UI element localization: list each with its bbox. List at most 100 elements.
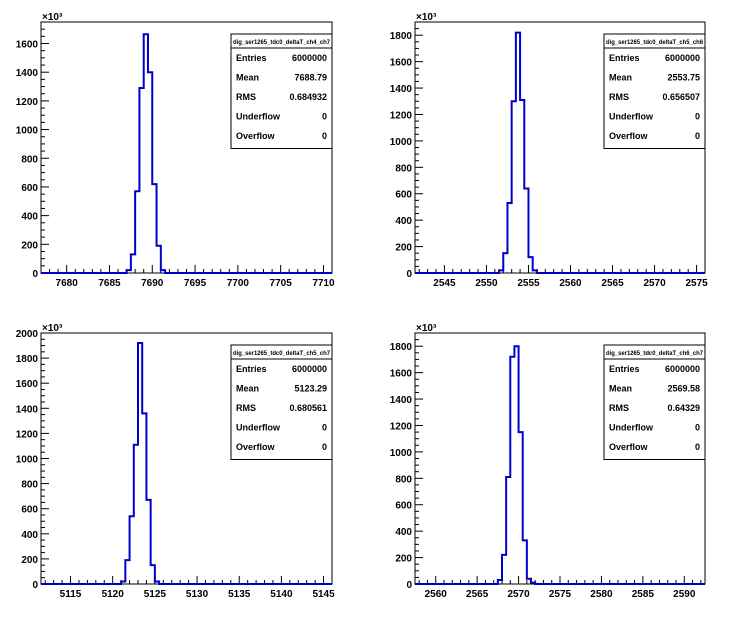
stats-value: 0 bbox=[695, 131, 700, 141]
stats-value: 2569.58 bbox=[667, 384, 700, 394]
y-tick-label: 1200 bbox=[16, 97, 39, 108]
stats-label: Underflow bbox=[609, 112, 654, 122]
histogram-title: dig_ser1265_tdc0_deltaT_ch4_ch7 bbox=[233, 40, 331, 46]
histogram-bin-9 bbox=[533, 270, 537, 273]
y-tick-label: 1600 bbox=[390, 58, 413, 69]
histogram-bin-2 bbox=[503, 253, 507, 273]
stats-label: Overflow bbox=[236, 442, 276, 452]
stats-value: 7688.79 bbox=[294, 73, 327, 83]
histogram-bin-5 bbox=[144, 34, 148, 273]
histogram-bin-4 bbox=[134, 445, 138, 584]
histogram-bin-3 bbox=[130, 516, 134, 584]
stats-label: RMS bbox=[609, 403, 629, 413]
stats-box-frame bbox=[603, 344, 706, 460]
histogram-panel-2: 0 200 400 600 800 1000 1200 1400 1600 1800 2545 255… bbox=[390, 12, 708, 289]
histogram-bin-7 bbox=[146, 500, 150, 584]
y-tick-label: 2000 bbox=[16, 329, 39, 340]
stats-label: Mean bbox=[236, 384, 259, 394]
y-tick-label: 600 bbox=[21, 183, 38, 194]
histogram-bin-3 bbox=[507, 203, 511, 273]
histogram-bin-7 bbox=[524, 188, 528, 273]
stats-box-frame bbox=[230, 344, 333, 460]
stats-value: 0.684932 bbox=[289, 92, 327, 102]
x-tick-label: 2575 bbox=[549, 589, 572, 600]
x-tick-label: 2585 bbox=[632, 589, 655, 600]
stats-label: Overflow bbox=[609, 131, 649, 141]
histogram-bin-4 bbox=[510, 357, 514, 584]
y-tick-label: 1000 bbox=[16, 455, 39, 466]
y-tick-label: 400 bbox=[21, 530, 38, 541]
y-tick-label: 400 bbox=[395, 216, 412, 227]
histogram-bin-3 bbox=[135, 191, 139, 273]
stats-label: Underflow bbox=[236, 112, 281, 122]
stats-box: dig_ser1265_tdc0_deltaT_ch5_ch7 Entries 60… bbox=[230, 344, 333, 460]
y-tick-label: 1200 bbox=[390, 421, 413, 432]
y-tick-label: 1800 bbox=[390, 342, 413, 353]
stats-value: 0.680561 bbox=[289, 403, 327, 413]
histogram-bin-7 bbox=[152, 184, 156, 273]
histogram-bin-6 bbox=[519, 432, 523, 584]
stats-value: 0.64329 bbox=[667, 403, 700, 413]
histogram-bin-5 bbox=[514, 346, 518, 584]
x-tick-label: 7705 bbox=[270, 278, 293, 289]
y-exponent-label: ×10³ bbox=[42, 323, 63, 334]
x-tick-label: 5140 bbox=[270, 589, 293, 600]
x-tick-label: 2575 bbox=[685, 278, 708, 289]
y-tick-label: 1400 bbox=[390, 84, 413, 95]
x-tick-label: 5145 bbox=[312, 589, 335, 600]
histogram-bin-6 bbox=[520, 100, 524, 273]
stats-box: dig_ser1265_tdc0_deltaT_ch5_ch6 Entries 60… bbox=[603, 33, 706, 149]
y-tick-label: 600 bbox=[21, 505, 38, 516]
y-tick-label: 200 bbox=[395, 554, 412, 565]
y-tick-label: 1000 bbox=[390, 448, 413, 459]
stats-value: 0.656507 bbox=[662, 92, 700, 102]
y-tick-label: 1400 bbox=[16, 404, 39, 415]
x-tick-label: 2590 bbox=[673, 589, 696, 600]
y-tick-label: 1800 bbox=[390, 31, 413, 42]
histogram-bin-1 bbox=[498, 580, 502, 584]
stats-label: Overflow bbox=[609, 442, 649, 452]
histogram-line bbox=[415, 31, 705, 274]
stats-value: 2553.75 bbox=[667, 73, 700, 83]
y-tick-label: 800 bbox=[21, 154, 38, 165]
stats-label: RMS bbox=[236, 403, 256, 413]
y-tick-label: 1000 bbox=[16, 126, 39, 137]
x-tick-label: 2560 bbox=[425, 589, 448, 600]
y-exponent-label: ×10³ bbox=[42, 12, 63, 23]
y-tick-label: 1200 bbox=[16, 429, 39, 440]
y-exponent-label: ×10³ bbox=[416, 12, 437, 23]
y-tick-label: 200 bbox=[395, 243, 412, 254]
y-tick-label: 1400 bbox=[16, 68, 39, 79]
y-tick-label: 200 bbox=[21, 240, 38, 251]
x-tick-label: 2560 bbox=[559, 278, 582, 289]
y-tick-label: 0 bbox=[32, 580, 38, 591]
histogram-bin-9 bbox=[531, 583, 535, 584]
y-tick-label: 800 bbox=[21, 480, 38, 491]
y-tick-label: 600 bbox=[395, 190, 412, 201]
x-tick-label: 5130 bbox=[186, 589, 209, 600]
x-tick-label: 2550 bbox=[475, 278, 498, 289]
x-tick-label: 2555 bbox=[517, 278, 540, 289]
histogram-bin-1 bbox=[121, 581, 125, 584]
histogram-bin-6 bbox=[148, 72, 152, 273]
y-tick-label: 400 bbox=[395, 527, 412, 538]
y-tick-label: 1800 bbox=[16, 354, 39, 365]
stats-value: 6000000 bbox=[665, 364, 700, 374]
x-tick-label: 7680 bbox=[56, 278, 79, 289]
histogram-bin-5 bbox=[516, 33, 520, 273]
stats-label: Entries bbox=[236, 364, 267, 374]
stats-value: 6000000 bbox=[665, 53, 700, 63]
histogram-bin-8 bbox=[528, 257, 532, 273]
histogram-line bbox=[41, 33, 332, 274]
x-tick-label: 2570 bbox=[643, 278, 666, 289]
stats-box: dig_ser1265_tdc0_deltaT_ch6_ch7 Entries 60… bbox=[603, 344, 706, 460]
y-tick-label: 1600 bbox=[16, 40, 39, 51]
stats-label: RMS bbox=[609, 92, 629, 102]
stats-box-frame bbox=[603, 33, 706, 149]
stats-value: 0 bbox=[322, 112, 327, 122]
y-tick-label: 1600 bbox=[16, 379, 39, 390]
x-tick-label: 5135 bbox=[228, 589, 251, 600]
stats-label: RMS bbox=[236, 92, 256, 102]
y-tick-label: 0 bbox=[406, 269, 412, 280]
